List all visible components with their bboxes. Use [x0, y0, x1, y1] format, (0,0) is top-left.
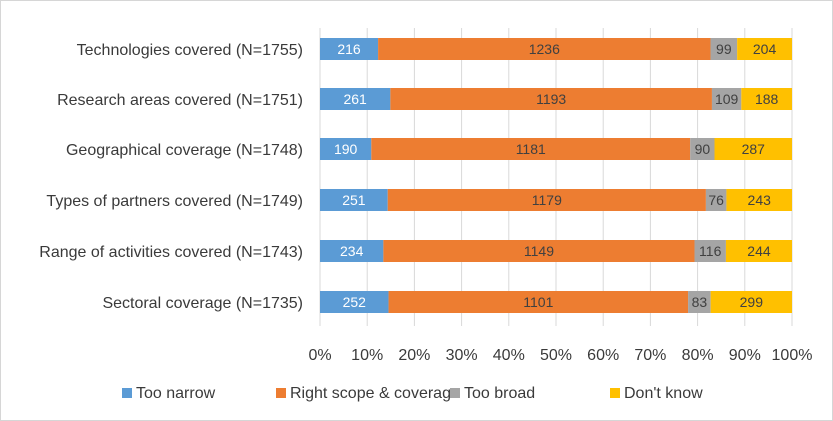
bar-row: 216 1236 99 204 — [320, 38, 792, 60]
bar-value-label: 1101 — [523, 294, 553, 310]
x-tick-label: 50% — [540, 347, 572, 364]
x-tick-label: 30% — [446, 347, 478, 364]
bar-value-label: 83 — [692, 294, 708, 310]
bar-value-label: 190 — [334, 141, 358, 157]
legend-item: Too broad — [450, 385, 535, 402]
legend-label: Don't know — [624, 385, 703, 402]
legend-item: Too narrow — [122, 385, 216, 402]
bar-segment — [320, 189, 388, 211]
bar-segment — [741, 88, 792, 110]
bar-value-label: 287 — [742, 141, 766, 157]
bar-value-label: 90 — [695, 141, 711, 157]
bar-value-label: 204 — [753, 41, 777, 57]
legend-label: Too narrow — [136, 385, 216, 402]
category-label: Types of partners covered (N=1749) — [46, 193, 303, 210]
x-tick-label: 100% — [772, 347, 813, 364]
bar-segment — [383, 240, 695, 262]
bar-segment — [688, 291, 711, 313]
bar-row: 234 1149 116 244 — [320, 240, 792, 262]
legend-swatch — [450, 388, 460, 398]
x-tick-label: 40% — [493, 347, 525, 364]
legend-swatch — [122, 388, 132, 398]
category-label: Sectoral coverage (N=1735) — [102, 295, 303, 312]
category-labels: Technologies covered (N=1755) Research ar… — [39, 42, 303, 312]
legend-label: Right scope & coverage — [290, 385, 460, 402]
bar-segment — [387, 189, 706, 211]
bar-value-label: 1149 — [524, 243, 554, 259]
bar-value-label: 234 — [340, 243, 364, 259]
category-label: Research areas covered (N=1751) — [57, 92, 303, 109]
bar-segment — [690, 138, 715, 160]
bar-row: 252 1101 83 299 — [320, 291, 792, 313]
bar-segment — [320, 38, 379, 60]
x-axis-ticks: 0% 10% 20% 30% 40% 50% 60% 70% 80% 90% 100% — [308, 347, 812, 364]
bar-segment — [388, 291, 689, 313]
legend-item: Don't know — [610, 385, 703, 402]
bar-value-label: 116 — [699, 243, 722, 259]
bar-value-label: 99 — [716, 41, 732, 57]
bar-segment — [710, 38, 738, 60]
bar-value-label: 244 — [747, 243, 771, 259]
bar-groups: 216 1236 99 204 261 1193 109 188 190 1181 90 287 251… — [320, 38, 792, 313]
bar-value-label: 216 — [337, 41, 361, 57]
bar-segment — [705, 189, 727, 211]
x-tick-label: 10% — [351, 347, 383, 364]
bar-value-label: 1236 — [529, 41, 560, 57]
gridlines — [319, 28, 793, 326]
bar-segment — [710, 291, 792, 313]
bar-row: 261 1193 109 188 — [320, 88, 792, 110]
x-tick-label: 90% — [729, 347, 761, 364]
bar-value-label: 261 — [343, 91, 367, 107]
bar-segment — [320, 291, 389, 313]
bar-value-label: 243 — [748, 192, 772, 208]
x-tick-label: 60% — [587, 347, 619, 364]
category-label: Technologies covered (N=1755) — [77, 42, 303, 59]
bar-segment — [320, 240, 384, 262]
bar-value-label: 109 — [715, 91, 739, 107]
bar-segment — [378, 38, 711, 60]
x-tick-label: 70% — [634, 347, 666, 364]
bar-value-label: 1193 — [536, 91, 566, 107]
x-tick-label: 20% — [398, 347, 430, 364]
category-label: Range of activities covered (N=1743) — [39, 244, 303, 261]
bar-segment — [694, 240, 726, 262]
bar-row: 251 1179 76 243 — [320, 189, 792, 211]
bar-segment — [714, 138, 792, 160]
bar-value-label: 188 — [755, 91, 779, 107]
bar-value-label: 299 — [740, 294, 764, 310]
bar-value-label: 1179 — [532, 192, 562, 208]
bar-segment — [711, 88, 742, 110]
bar-segment — [726, 189, 792, 211]
bar-segment — [320, 138, 372, 160]
bar-segment — [390, 88, 712, 110]
bar-segment — [737, 38, 792, 60]
bar-value-label: 1181 — [516, 141, 546, 157]
legend-swatch — [276, 388, 286, 398]
x-tick-label: 0% — [308, 347, 331, 364]
legend-item: Right scope & coverage — [276, 385, 460, 402]
category-label: Geographical coverage (N=1748) — [66, 142, 303, 159]
legend-label: Too broad — [464, 385, 535, 402]
x-tick-label: 80% — [682, 347, 714, 364]
bar-value-label: 252 — [343, 294, 367, 310]
legend-swatch — [610, 388, 620, 398]
bar-segment — [371, 138, 691, 160]
bar-segment — [725, 240, 792, 262]
bar-segment — [320, 88, 391, 110]
legend: Too narrow Right scope & coverage Too broa… — [122, 385, 703, 402]
bar-row: 190 1181 90 287 — [320, 138, 792, 160]
bar-value-label: 251 — [342, 192, 366, 208]
bar-value-label: 76 — [708, 192, 724, 208]
